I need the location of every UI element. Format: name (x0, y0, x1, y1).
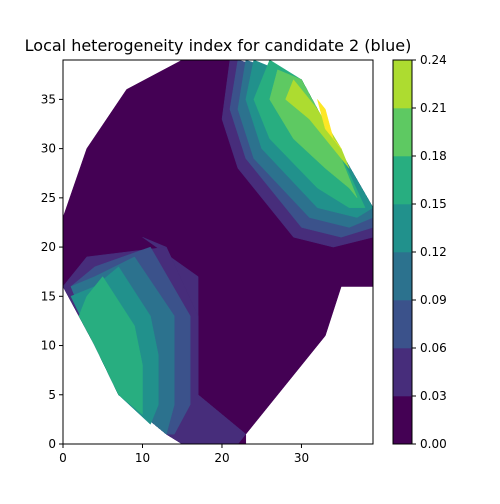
colorbar-tick-label: 0.09 (420, 293, 447, 307)
x-tick-label: 10 (135, 451, 150, 465)
colorbar-segment (393, 396, 412, 445)
y-tick-label: 15 (41, 289, 56, 303)
y-tick-label: 10 (41, 339, 56, 353)
colorbar-segment (393, 60, 412, 109)
plot-frame (62, 59, 374, 445)
colorbar-tick-label: 0.24 (420, 53, 447, 67)
colorbar: 0.00 0.03 0.06 0.09 0.12 0.15 0.18 0.21 0.24 (392, 53, 447, 451)
colorbar-segment (393, 300, 412, 349)
colorbar-tick-label: 0.18 (420, 149, 447, 163)
x-tick-label: 30 (294, 451, 309, 465)
colorbar-segment (393, 108, 412, 157)
contour-region-level-7 (285, 79, 350, 169)
colorbar-tick-label: 0.00 (420, 437, 447, 451)
x-tick-label: 20 (214, 451, 229, 465)
y-tick-label: 30 (41, 142, 56, 156)
y-tick-label: 20 (41, 240, 56, 254)
colorbar-tick-label: 0.21 (420, 101, 447, 115)
axes: 0 10 20 30 0 5 10 15 20 25 30 35 (41, 59, 374, 465)
colorbar-segment (393, 348, 412, 397)
y-tick-label: 35 (41, 92, 56, 106)
colorbar-segment (393, 252, 412, 301)
y-tick-label: 0 (48, 437, 56, 451)
colorbar-tick-label: 0.15 (420, 197, 447, 211)
colorbar-segment (393, 204, 412, 253)
colorbar-tick-label: 0.12 (420, 245, 447, 259)
colorbar-tick-label: 0.06 (420, 341, 447, 355)
x-tick-label: 0 (59, 451, 67, 465)
y-tick-label: 5 (48, 388, 56, 402)
colorbar-segment (393, 156, 412, 205)
colorbar-tick-label: 0.03 (420, 389, 447, 403)
chart-title: Local heterogeneity index for candidate … (25, 36, 412, 55)
y-tick-label: 25 (41, 191, 56, 205)
plot-area (62, 59, 374, 445)
contour-region-level-5 (78, 276, 143, 416)
contour-region-level-8 (317, 99, 342, 149)
